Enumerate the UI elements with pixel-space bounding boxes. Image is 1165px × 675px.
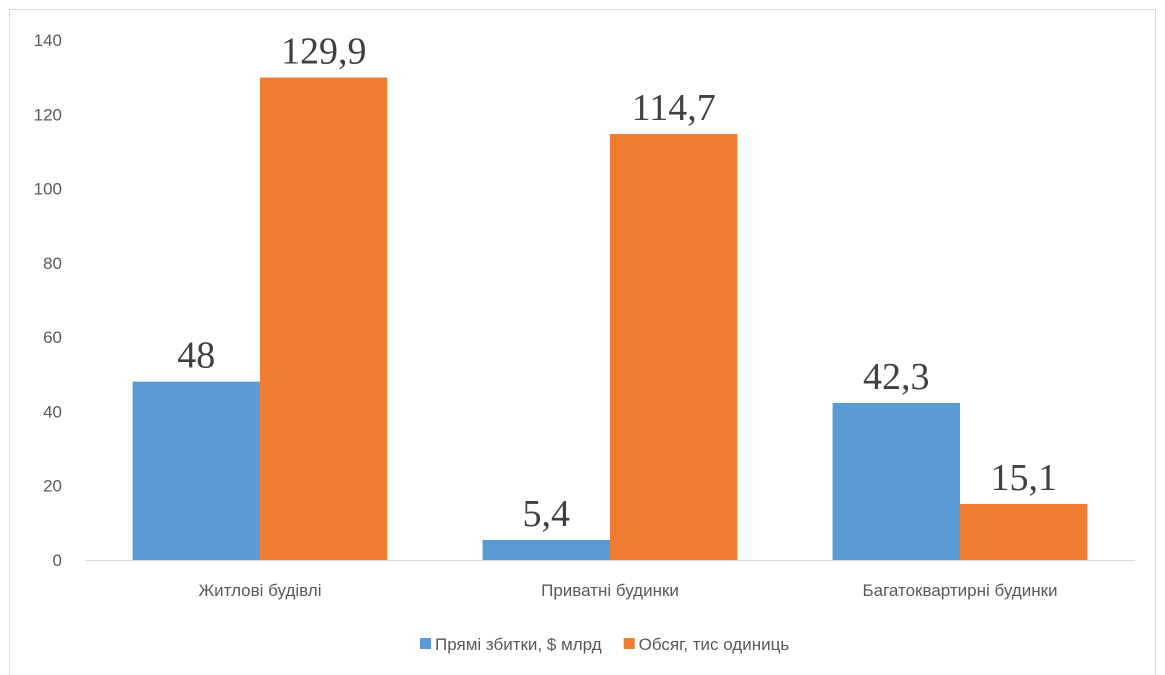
value-label: 15,1	[990, 457, 1057, 499]
bar	[132, 381, 260, 560]
legend-label: Прямі збитки, $ млрд	[435, 635, 602, 654]
legend-label: Обсяг, тис одиниць	[639, 635, 790, 654]
legend-swatch	[420, 638, 431, 649]
y-tick-label: 100	[34, 180, 62, 199]
value-label: 48	[177, 335, 215, 377]
x-tick-label: Приватні будинки	[541, 581, 679, 600]
y-tick-label: 0	[53, 551, 62, 570]
chart-border	[9, 9, 1156, 675]
bar	[960, 503, 1088, 560]
value-label: 129,9	[281, 31, 367, 73]
legend-swatch	[623, 638, 635, 649]
y-tick-label: 40	[43, 402, 62, 421]
y-tick-label: 140	[34, 31, 62, 50]
y-tick-label: 60	[43, 328, 62, 347]
bar	[260, 77, 388, 560]
x-tick-label: Житлові будівлі	[198, 581, 321, 600]
y-tick-label: 20	[43, 477, 62, 496]
bar	[610, 133, 738, 560]
bar	[482, 539, 610, 560]
x-tick-label: Багатоквартирні будинки	[862, 581, 1057, 600]
value-label: 5,4	[523, 493, 571, 535]
bar	[832, 402, 960, 560]
y-tick-label: 120	[34, 105, 62, 124]
value-label: 42,3	[863, 356, 930, 398]
value-label: 114,7	[632, 87, 716, 129]
y-tick-label: 80	[43, 254, 62, 273]
